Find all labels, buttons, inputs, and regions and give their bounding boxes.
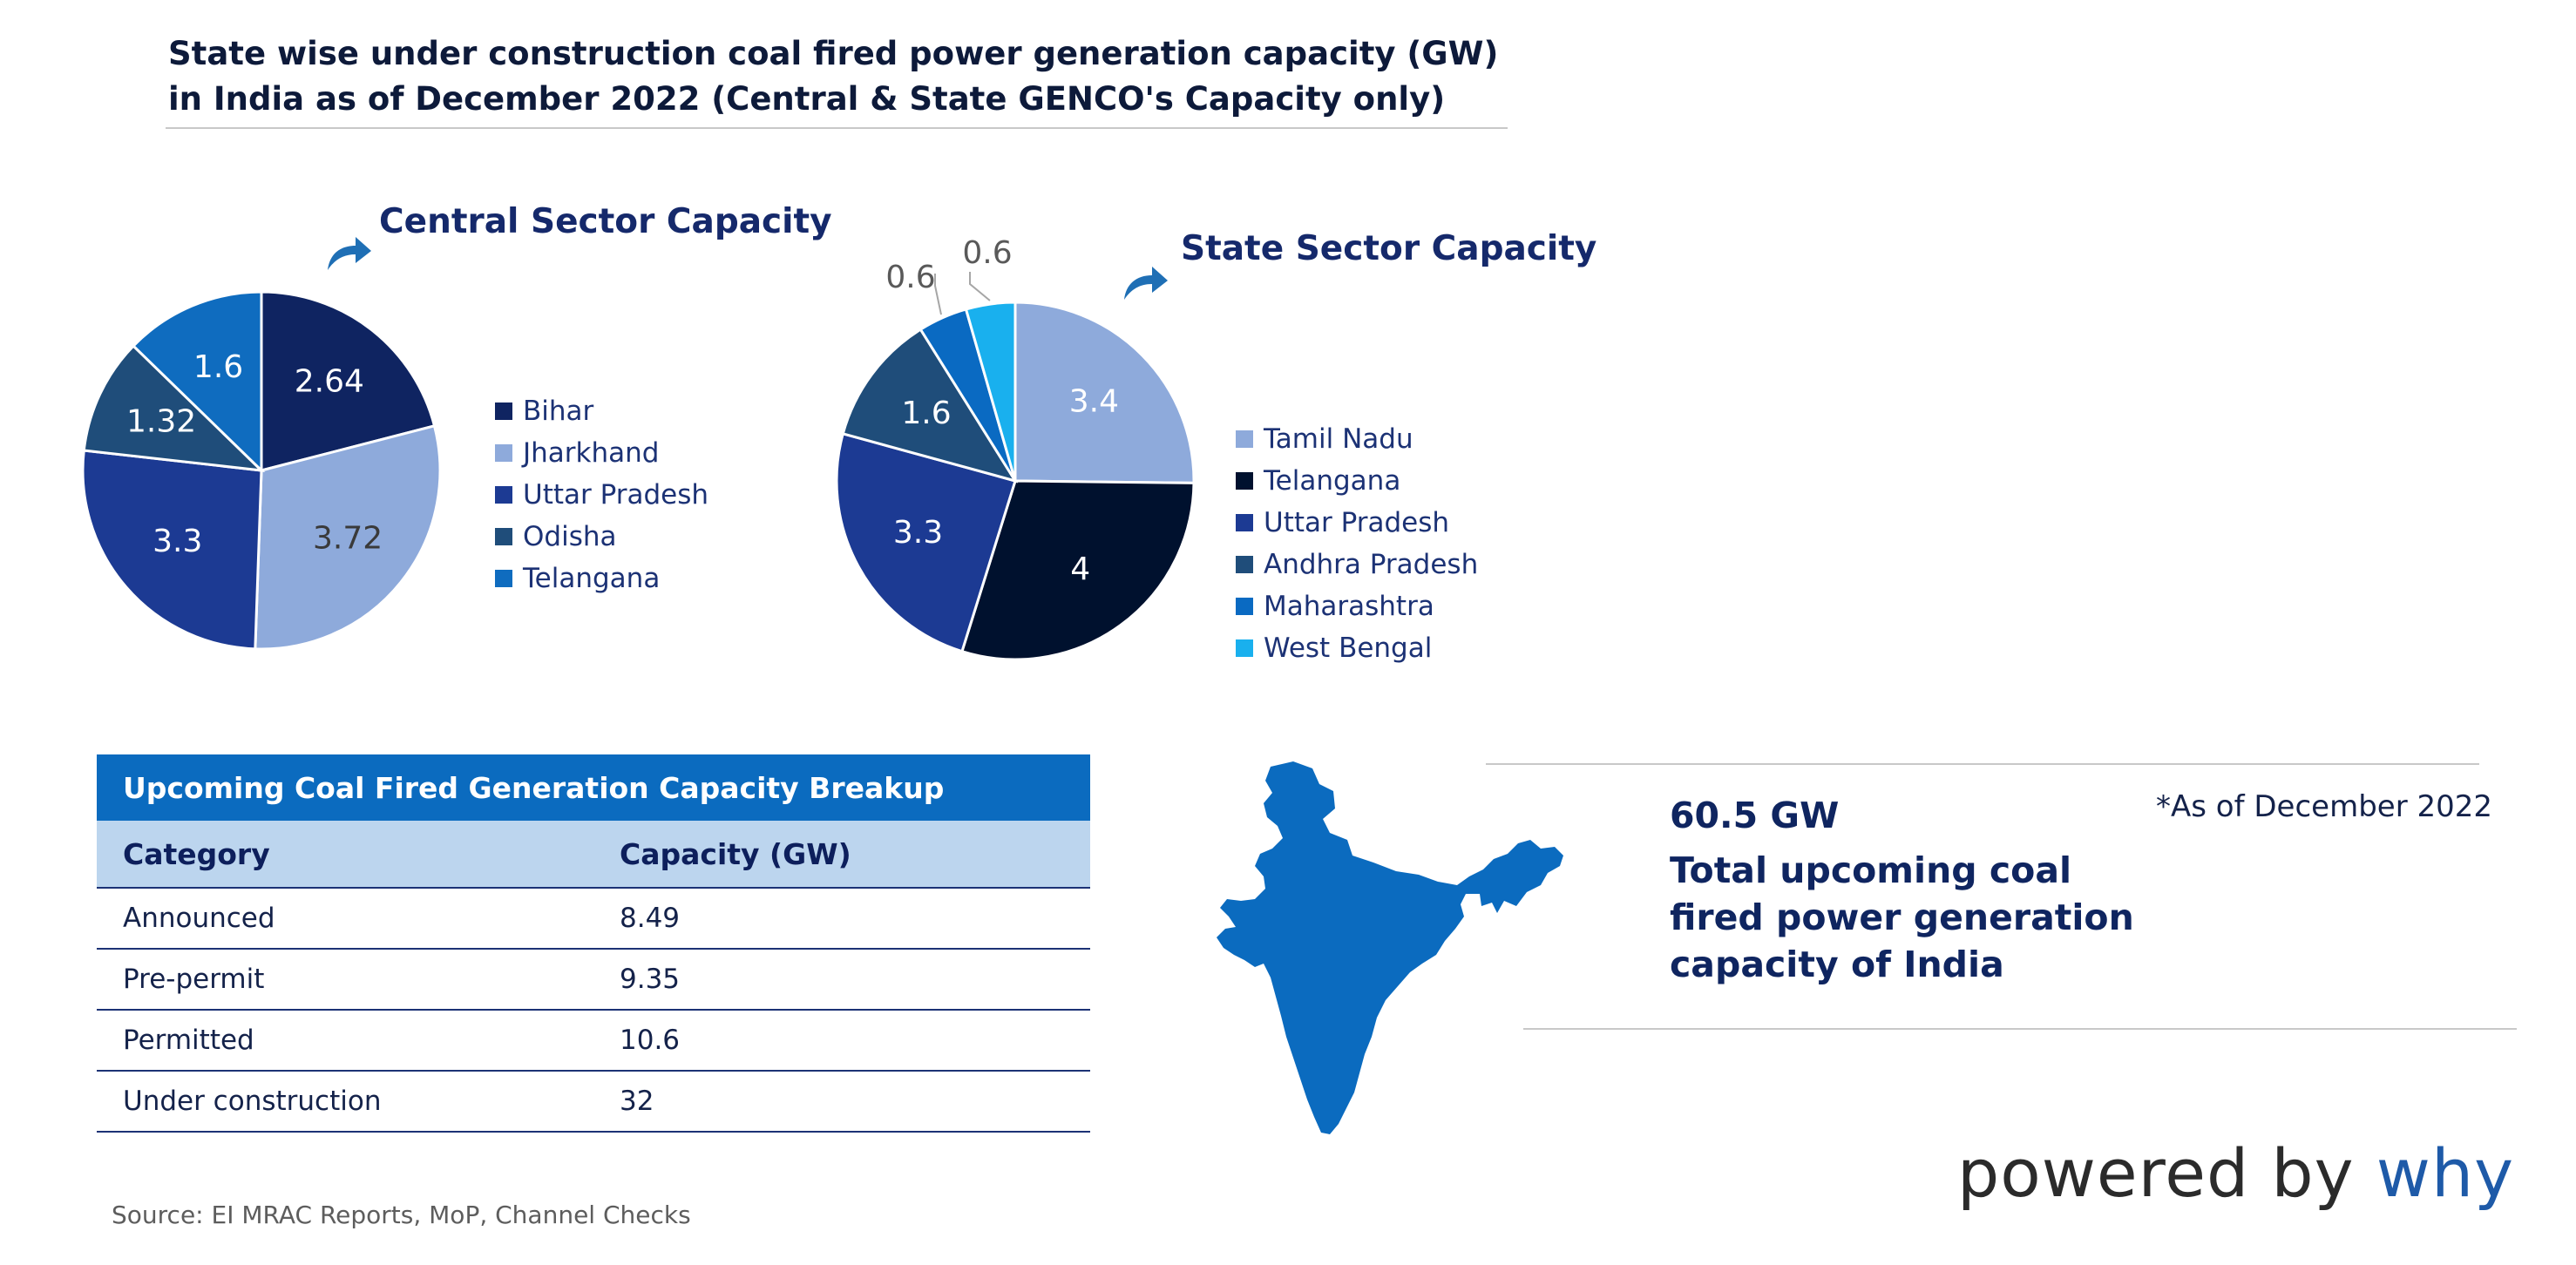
legend-swatch <box>1236 514 1253 531</box>
legend-item: Telangana <box>1236 460 1478 502</box>
legend-label: West Bengal <box>1264 632 1433 664</box>
legend-item: West Bengal <box>1236 627 1478 669</box>
legend-swatch <box>495 486 512 504</box>
legend-label: Tamil Nadu <box>1264 423 1413 455</box>
pie-value-label: 1.6 <box>901 396 951 431</box>
summary-divider-bottom <box>1523 1028 2517 1030</box>
row-capacity: 32 <box>593 1071 1090 1133</box>
row-category: Pre-permit <box>97 949 593 1011</box>
pie-slice-telangana <box>131 290 263 474</box>
row-capacity: 8.49 <box>593 888 1090 950</box>
state-sector-pie: 3.4 4 3.3 1.6 0.6 0.6 <box>835 235 1196 661</box>
legend-swatch <box>495 444 512 462</box>
pie-value-label: 1.32 <box>126 404 196 440</box>
summary-description: Total upcoming coal fired power generati… <box>1670 847 2134 988</box>
legend-label: Jharkhand <box>523 437 660 469</box>
row-category: Under construction <box>97 1071 593 1133</box>
legend-item: Maharashtra <box>1236 585 1478 627</box>
pie-value-label: 3.72 <box>313 521 383 557</box>
legend-item: Uttar Pradesh <box>495 474 708 516</box>
legend-swatch <box>1236 472 1253 490</box>
pie-value-label: 1.6 <box>193 349 243 385</box>
legend-swatch <box>495 528 512 545</box>
column-header-capacity: Capacity (GW) <box>593 821 1090 889</box>
table-row: Announced 8.49 <box>97 888 1090 950</box>
legend-label: Maharashtra <box>1264 591 1434 622</box>
row-capacity: 10.6 <box>593 1010 1090 1072</box>
legend-item: Andhra Pradesh <box>1236 544 1478 585</box>
legend-swatch <box>1236 556 1253 573</box>
legend-item: Jharkhand <box>495 432 708 474</box>
pie-slice-bihar <box>260 290 437 472</box>
column-header-category: Category <box>97 821 593 889</box>
row-capacity: 9.35 <box>593 949 1090 1011</box>
india-map-icon <box>1217 761 1563 1134</box>
row-category: Permitted <box>97 1010 593 1072</box>
legend-item: Bihar <box>495 390 708 432</box>
pie-leader-line <box>934 274 942 315</box>
state-pie-title: State Sector Capacity <box>1181 229 1597 268</box>
curved-arrow-icon <box>1124 267 1168 300</box>
legend-item: Odisha <box>495 516 708 558</box>
source-note: Source: EI MRAC Reports, MoP, Channel Ch… <box>112 1201 691 1229</box>
pie-slice-west-bengal <box>964 301 1017 482</box>
summary-divider-top <box>1486 763 2479 765</box>
pie-value-label: 3.4 <box>1069 384 1119 420</box>
pie-slice-uttar-pradesh <box>835 431 1017 653</box>
legend-swatch <box>1236 430 1253 448</box>
pie-leader-line <box>969 272 991 301</box>
curved-arrow-icon <box>328 237 371 270</box>
legend-label: Bihar <box>523 396 594 427</box>
legend-label: Uttar Pradesh <box>1264 507 1450 538</box>
summary-line: Total upcoming coal <box>1670 849 2072 891</box>
legend-item: Telangana <box>495 558 708 599</box>
central-sector-pie: 2.64 3.72 3.3 1.32 1.6 <box>81 290 442 651</box>
pie-value-label: 0.6 <box>885 260 935 295</box>
legend-swatch <box>495 402 512 420</box>
legend-item: Tamil Nadu <box>1236 418 1478 460</box>
legend-label: Andhra Pradesh <box>1264 549 1479 580</box>
pie-value-label: 0.6 <box>962 235 1012 271</box>
page-title: State wise under construction coal fired… <box>168 35 1499 118</box>
pie-slice-jharkhand <box>254 424 442 651</box>
pie-value-label: 2.64 <box>295 364 364 400</box>
state-pie-legend: Tamil Nadu Telangana Uttar Pradesh Andhra P… <box>1236 418 1478 669</box>
row-category: Announced <box>97 888 593 950</box>
pie-slice-telangana <box>960 479 1196 661</box>
brand-logo: why <box>2376 1134 2515 1212</box>
powered-by-text: powered by <box>1957 1134 2355 1212</box>
pie-value-label: 3.3 <box>893 515 943 551</box>
legend-label: Odisha <box>523 521 617 552</box>
summary-value: 60.5 GW <box>1670 795 1840 836</box>
summary-line: capacity of India <box>1670 944 2004 985</box>
central-pie-legend: Bihar Jharkhand Uttar Pradesh Odisha Telanga… <box>495 390 708 599</box>
legend-label: Telangana <box>523 563 661 594</box>
powered-by-logo: powered by why <box>1957 1134 2514 1212</box>
legend-label: Uttar Pradesh <box>523 479 709 511</box>
title-divider <box>166 127 1508 129</box>
legend-item: Uttar Pradesh <box>1236 502 1478 544</box>
pie-value-label: 3.3 <box>153 524 202 559</box>
central-pie-title: Central Sector Capacity <box>379 202 832 241</box>
table-row: Pre-permit 9.35 <box>97 949 1090 1011</box>
legend-swatch <box>495 570 512 587</box>
legend-swatch <box>1236 639 1253 657</box>
pie-slice-uttar-pradesh <box>81 449 263 651</box>
capacity-breakup-table: Upcoming Coal Fired Generation Capacity … <box>97 754 1090 1133</box>
as-of-note: *As of December 2022 <box>2156 789 2493 824</box>
legend-label: Telangana <box>1264 465 1401 497</box>
pie-slice-tamil-nadu <box>1013 301 1196 484</box>
pie-slice-andhra-pradesh <box>841 328 1019 484</box>
pie-slice-odisha <box>82 343 266 472</box>
summary-line: fired power generation <box>1670 896 2134 938</box>
table-row: Permitted 10.6 <box>97 1010 1090 1072</box>
pie-value-label: 4 <box>1070 551 1090 587</box>
table-title: Upcoming Coal Fired Generation Capacity … <box>97 754 1090 821</box>
legend-swatch <box>1236 598 1253 615</box>
table-row: Under construction 32 <box>97 1071 1090 1133</box>
